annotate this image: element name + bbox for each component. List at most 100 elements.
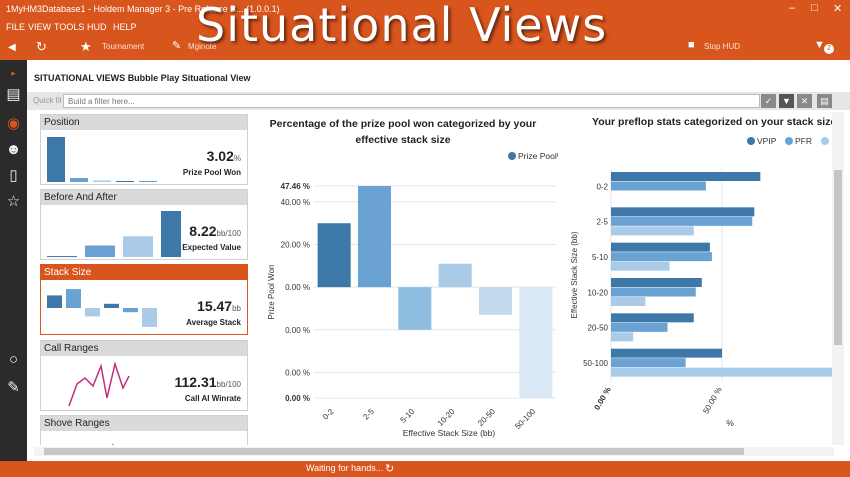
bar bbox=[611, 348, 722, 358]
horizontal-scroll-thumb[interactable] bbox=[44, 448, 744, 455]
card-shove-ranges[interactable]: Shove Ranges bbox=[40, 415, 248, 445]
mini-bar bbox=[47, 256, 77, 258]
menu-hud[interactable]: HUD bbox=[87, 22, 107, 32]
legend-marker bbox=[821, 137, 829, 145]
back-icon[interactable]: ◀ bbox=[8, 42, 16, 53]
bar bbox=[611, 226, 694, 236]
bar bbox=[611, 332, 634, 342]
menu-help[interactable]: HELP bbox=[113, 22, 137, 32]
mini-bar bbox=[93, 180, 111, 182]
card-value: 8.22bb/100 bbox=[189, 223, 241, 239]
call-ranges-line bbox=[68, 361, 130, 407]
notification-badge: 2 bbox=[824, 44, 834, 54]
card-call-ranges[interactable]: Call Ranges 112.31bb/100 Call AI Winrate bbox=[40, 340, 248, 411]
card-value: 112.31bb/100 bbox=[174, 374, 241, 390]
y-tick-label: 20-50 bbox=[588, 324, 609, 333]
bar bbox=[611, 297, 646, 306]
sync-icon: ↻ bbox=[385, 463, 395, 475]
favorites-icon[interactable]: ☆ bbox=[6, 193, 21, 210]
chart1-title: Percentage of the prize pool won categor… bbox=[269, 118, 537, 146]
mini-chart-before-after bbox=[47, 211, 181, 258]
apply-filter-icon[interactable]: ✓ bbox=[761, 94, 776, 108]
menu-view[interactable]: VIEW bbox=[28, 22, 52, 32]
x-tick-label: 2-5 bbox=[361, 407, 376, 422]
vertical-scrollbar[interactable] bbox=[832, 112, 844, 445]
card-position[interactable]: Position 3.02% Prize Pool Won bbox=[40, 114, 248, 185]
card-before-and-after[interactable]: Before And After 8.22bb/100 Expected Val… bbox=[40, 189, 248, 260]
section-title: SITUATIONAL VIEWS bbox=[34, 73, 126, 83]
bar bbox=[611, 172, 761, 181]
mini-bar bbox=[142, 308, 157, 327]
y-tick-label: 47.46 % bbox=[281, 182, 310, 191]
menu-tools[interactable]: TOOLS bbox=[54, 22, 85, 32]
card-label: Call AI Winrate bbox=[184, 394, 241, 403]
x-tick-label: 5-10 bbox=[399, 407, 417, 425]
left-rail: ▸ ▤ ◉ ☻ ▯ ☆ ○ ✎ bbox=[0, 60, 27, 461]
mini-chart-shove-ranges bbox=[112, 443, 114, 445]
quick-filter-label: Quick fil bbox=[33, 96, 62, 105]
legend-label: PFR bbox=[795, 136, 812, 146]
view-name: Bubble Play Situational View bbox=[127, 73, 251, 83]
x-tick-label: 50-100 bbox=[513, 407, 537, 431]
y-tick-label: 2-5 bbox=[596, 218, 608, 227]
y-axis-label: Effective Stack Size (bb) bbox=[570, 231, 579, 318]
legend-label: VPIP bbox=[757, 136, 777, 146]
y-tick-label: 40.00 % bbox=[281, 198, 310, 207]
refresh-icon[interactable]: ↻ bbox=[36, 39, 47, 54]
notes-icon[interactable]: ✎ bbox=[7, 379, 20, 396]
window-title: 1MyHM3Database1 - Holdem Manager 3 - Pre… bbox=[6, 4, 280, 14]
chart2-title: Your preflop stats categorized on your s… bbox=[592, 116, 837, 128]
y-tick-label: 0.00 % bbox=[285, 394, 310, 403]
close-icon[interactable]: ✕ bbox=[833, 3, 843, 15]
legend-label: Prize Pool% bbox=[518, 151, 558, 161]
bar bbox=[478, 287, 513, 315]
y-tick-label: 50-100 bbox=[583, 359, 608, 368]
horizontal-scrollbar[interactable] bbox=[34, 447, 834, 456]
reports-icon[interactable]: ▤ bbox=[6, 86, 21, 103]
device-icon[interactable]: ▯ bbox=[9, 167, 18, 184]
bar bbox=[519, 287, 553, 398]
tournament-button[interactable]: Tournament bbox=[102, 42, 145, 51]
mini-chart-position bbox=[47, 137, 157, 182]
y-tick-label: 0.00 % bbox=[285, 283, 310, 292]
mini-bar bbox=[116, 181, 134, 182]
trophy-icon: ★ bbox=[80, 39, 92, 54]
bar bbox=[611, 252, 712, 262]
mini-bar bbox=[139, 181, 157, 182]
maximize-icon[interactable]: □ bbox=[811, 2, 818, 14]
note-icon: ✎ bbox=[172, 40, 182, 52]
bar bbox=[611, 367, 833, 377]
toolbar: ◀ ↻ ★ Tournament ✎ Mginote ■ Stop HUD ▼ … bbox=[0, 36, 850, 60]
situational-views-icon[interactable]: ◉ bbox=[6, 115, 21, 132]
save-filter-icon[interactable]: ▤ bbox=[817, 94, 832, 108]
chat-icon[interactable]: ○ bbox=[8, 351, 19, 368]
expand-rail-icon[interactable]: ▸ bbox=[11, 68, 16, 78]
x-tick-label: 20-50 bbox=[476, 407, 497, 428]
card-title: Position bbox=[41, 115, 247, 130]
mini-chart-call-ranges bbox=[68, 361, 130, 407]
menu-bar: FILE VIEW TOOLS HUD HELP bbox=[0, 20, 850, 36]
card-title: Stack Size bbox=[41, 265, 247, 280]
card-value: 15.47bb bbox=[197, 298, 241, 314]
mini-bar bbox=[47, 137, 65, 182]
clear-filter-icon[interactable]: ✕ bbox=[797, 94, 812, 108]
y-axis-label: Prize Pool Won bbox=[267, 265, 276, 320]
bar bbox=[611, 358, 686, 368]
stop-hud-button[interactable]: Stop HUD bbox=[704, 42, 741, 51]
card-stack-size[interactable]: Stack Size 15.47bb Average Stack bbox=[40, 264, 248, 335]
filter-notification-icon[interactable]: ▼ bbox=[814, 39, 825, 51]
bar bbox=[398, 287, 432, 330]
bar bbox=[611, 261, 670, 271]
filter-icon[interactable]: ▼ bbox=[779, 94, 794, 108]
minimize-icon[interactable]: – bbox=[789, 2, 796, 14]
mginote-button[interactable]: Mginote bbox=[188, 42, 217, 51]
bar bbox=[611, 181, 706, 191]
vertical-scroll-thumb[interactable] bbox=[834, 170, 842, 345]
y-tick-label: 20.00 % bbox=[281, 241, 310, 250]
player-icon[interactable]: ☻ bbox=[5, 141, 22, 158]
mini-bar bbox=[85, 245, 115, 257]
mini-bar bbox=[47, 295, 62, 308]
filter-input[interactable] bbox=[63, 94, 760, 108]
bar bbox=[611, 278, 702, 287]
menu-file[interactable]: FILE bbox=[6, 22, 26, 32]
